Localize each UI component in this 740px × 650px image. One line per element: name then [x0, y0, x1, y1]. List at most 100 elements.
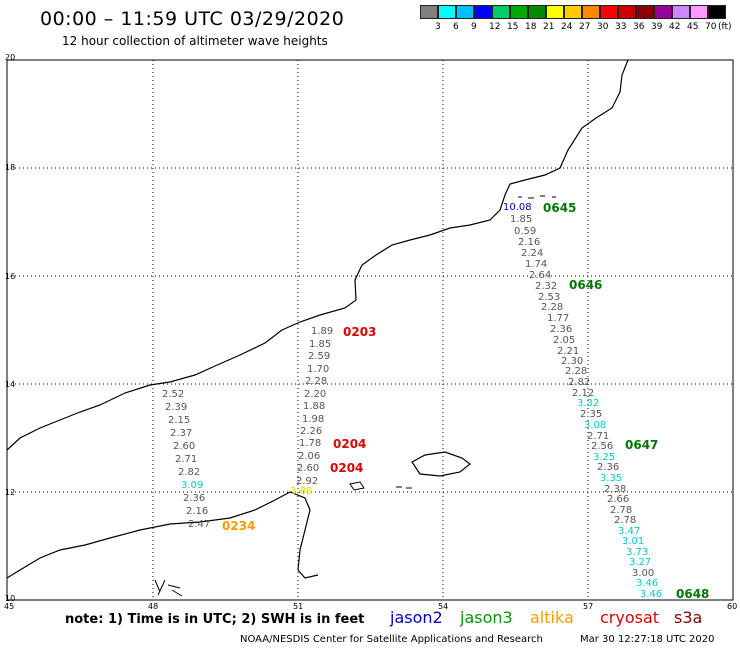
- page-subtitle: 12 hour collection of altimeter wave hei…: [62, 34, 328, 48]
- wave-value: 2.82: [178, 467, 201, 478]
- scale-label: 9: [471, 22, 477, 32]
- wave-value: 2.26: [300, 426, 323, 437]
- scale-swatch: [420, 5, 438, 19]
- wave-value: 2.28: [305, 376, 328, 387]
- wave-value: 3.47: [618, 526, 641, 537]
- scale-label: 15: [507, 22, 519, 32]
- lat-label: 12: [5, 488, 16, 497]
- scale-label: (ft): [718, 22, 732, 32]
- scale-label: 3: [435, 22, 441, 32]
- scale-swatch: [690, 5, 708, 19]
- wave-value: 2.16: [518, 237, 541, 248]
- page-title: 00:00 – 11:59 UTC 03/29/2020: [40, 8, 345, 30]
- scale-label: 24: [561, 22, 573, 32]
- track-time-label: 0648: [676, 587, 710, 601]
- credit-text: NOAA/NESDIS Center for Satellite Applica…: [240, 634, 543, 645]
- scale-swatch: [564, 5, 582, 19]
- scale-swatch: [474, 5, 492, 19]
- wave-value: 2.92: [296, 476, 319, 487]
- wave-value: 2.78: [614, 515, 637, 526]
- track-time-label: 0645: [543, 201, 577, 215]
- wave-value: 2.38: [604, 484, 627, 495]
- lat-label: 14: [5, 380, 16, 389]
- wave-value: 1.98: [302, 414, 325, 425]
- wave-value: 2.20: [304, 389, 327, 400]
- wave-value: 2.66: [607, 494, 630, 505]
- wave-value: 3.35: [600, 473, 623, 484]
- wave-value: 3.08: [584, 420, 607, 431]
- scale-swatch: [600, 5, 618, 19]
- scale-label: 45: [687, 22, 699, 32]
- wave-value: 1.88: [303, 401, 326, 412]
- track-time-label: 0204: [330, 461, 364, 475]
- wave-value: 2.36: [550, 324, 573, 335]
- wave-value: 2.64: [529, 270, 552, 281]
- satellite-legend-jason3: jason3: [460, 608, 513, 627]
- lat-label: 18: [5, 163, 16, 172]
- wave-value: 3.09: [181, 480, 204, 491]
- scale-label: 18: [525, 22, 537, 32]
- river-delta: [154, 579, 183, 597]
- wave-value: 2.82: [568, 377, 591, 388]
- scale-swatch: [492, 5, 510, 19]
- wave-value: 2.52: [162, 389, 185, 400]
- scale-label: 12: [489, 22, 501, 32]
- satellite-legend-altika: altika: [530, 608, 574, 627]
- scale-swatch: [654, 5, 672, 19]
- wave-value: 2.78: [610, 505, 633, 516]
- wave-value: 2.56: [591, 441, 614, 452]
- scale-swatch: [546, 5, 564, 19]
- coastline-north: [6, 59, 629, 451]
- wave-value: 2.60: [297, 463, 320, 474]
- wave-value: 1.77: [547, 313, 570, 324]
- scale-label: 6: [453, 22, 459, 32]
- wave-value: 3.46: [636, 578, 659, 589]
- lon-label: 48: [148, 602, 159, 611]
- wave-value: 1.78: [299, 438, 322, 449]
- wave-value: 3.25: [593, 452, 616, 463]
- island-small-2: [396, 486, 412, 489]
- scale-swatch: [510, 5, 528, 19]
- wave-value: 2.47: [188, 519, 211, 530]
- scale-swatch: [636, 5, 654, 19]
- scale-label: 30: [597, 22, 609, 32]
- island-socotra: [411, 451, 471, 477]
- satellite-legend-cryosat: cryosat: [600, 608, 660, 627]
- wave-value: 3.01: [622, 536, 645, 547]
- wave-value: 2.36: [183, 493, 206, 504]
- wave-value: 2.53: [538, 292, 561, 303]
- scale-label: 21: [543, 22, 555, 32]
- scale-swatch: [672, 5, 690, 19]
- wave-value: 3.73: [626, 547, 649, 558]
- wave-value: 3.88: [290, 486, 313, 497]
- island-small-1: [349, 481, 365, 491]
- wave-value: 3.32: [577, 398, 600, 409]
- wave-value: 1.89: [311, 326, 334, 337]
- wave-value: 1.74: [525, 259, 548, 270]
- scale-swatch: [456, 5, 474, 19]
- grid: [7, 60, 733, 600]
- wave-value: 2.15: [168, 415, 191, 426]
- wave-value: 3.46: [640, 589, 663, 600]
- lat-label: 20: [5, 53, 16, 62]
- scale-label: 27: [579, 22, 591, 32]
- wave-value: 2.24: [521, 248, 544, 259]
- islands-north: [518, 195, 556, 199]
- satellite-legend-s3a: s3a: [674, 608, 703, 627]
- lon-label: 54: [438, 602, 449, 611]
- track-time-label: 0204: [333, 437, 367, 451]
- footer-note: note: 1) Time is in UTC; 2) SWH is in fe…: [65, 612, 365, 627]
- wave-value: 2.30: [561, 356, 584, 367]
- lon-label: 60: [727, 602, 738, 611]
- wave-value: 3.00: [632, 568, 655, 579]
- track-time-label: 0234: [222, 519, 256, 533]
- wave-value: 10.08: [503, 202, 532, 213]
- wave-value: 2.37: [170, 428, 193, 439]
- wave-value: 2.12: [572, 388, 595, 399]
- scale-swatch: [618, 5, 636, 19]
- track-time-label: 0647: [625, 438, 659, 452]
- wave-value: 2.32: [535, 281, 558, 292]
- coastline-south: [6, 491, 319, 579]
- track-time-label: 0646: [569, 278, 603, 292]
- color-scale: [420, 5, 726, 19]
